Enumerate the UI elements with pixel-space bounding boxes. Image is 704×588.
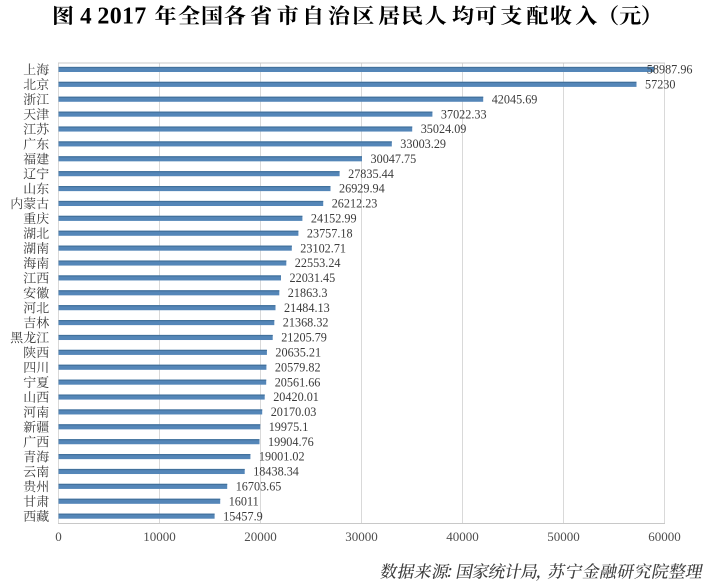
svg-text:21863.3: 21863.3 [288, 286, 328, 300]
svg-text:23102.71: 23102.71 [300, 241, 346, 255]
svg-text:58987.96: 58987.96 [647, 63, 693, 77]
svg-text:19001.02: 19001.02 [259, 450, 305, 464]
svg-text:19975.1: 19975.1 [269, 420, 309, 434]
svg-text:26212.23: 26212.23 [332, 197, 378, 211]
svg-text:19904.76: 19904.76 [268, 435, 314, 449]
svg-text:15457.9: 15457.9 [223, 509, 263, 523]
svg-text:0: 0 [55, 529, 62, 544]
svg-text:22553.24: 22553.24 [295, 256, 341, 270]
svg-text:21368.32: 21368.32 [283, 316, 329, 330]
svg-text:33003.29: 33003.29 [400, 137, 446, 151]
svg-text:50000: 50000 [547, 529, 580, 544]
svg-text:20561.66: 20561.66 [275, 375, 321, 389]
svg-text:42045.69: 42045.69 [492, 92, 538, 106]
svg-text:21205.79: 21205.79 [281, 331, 327, 345]
svg-text:26929.94: 26929.94 [339, 182, 385, 196]
svg-text:30000: 30000 [345, 529, 378, 544]
svg-text:4: 4 [80, 4, 92, 29]
svg-text:40000: 40000 [446, 529, 479, 544]
svg-text:60000: 60000 [648, 529, 681, 544]
svg-text:57230: 57230 [645, 77, 675, 91]
svg-text:2017: 2017 [97, 4, 146, 30]
svg-text:35024.09: 35024.09 [421, 122, 467, 136]
svg-text:30047.75: 30047.75 [371, 152, 417, 166]
svg-text:37022.33: 37022.33 [441, 107, 487, 121]
svg-text:20579.82: 20579.82 [275, 360, 321, 374]
svg-text:20420.01: 20420.01 [273, 390, 319, 404]
svg-text:18438.34: 18438.34 [253, 465, 299, 479]
svg-text:27835.44: 27835.44 [348, 167, 394, 181]
svg-text:24152.99: 24152.99 [311, 212, 357, 226]
svg-text:23757.18: 23757.18 [307, 226, 353, 240]
svg-text:20000: 20000 [244, 529, 277, 544]
svg-text:16011: 16011 [229, 494, 259, 508]
svg-text:22031.45: 22031.45 [290, 271, 336, 285]
svg-text:20635.21: 20635.21 [275, 346, 321, 360]
svg-text:21484.13: 21484.13 [284, 301, 330, 315]
svg-text:16703.65: 16703.65 [236, 480, 282, 494]
svg-text:20170.03: 20170.03 [271, 405, 317, 419]
svg-text:10000: 10000 [143, 529, 176, 544]
